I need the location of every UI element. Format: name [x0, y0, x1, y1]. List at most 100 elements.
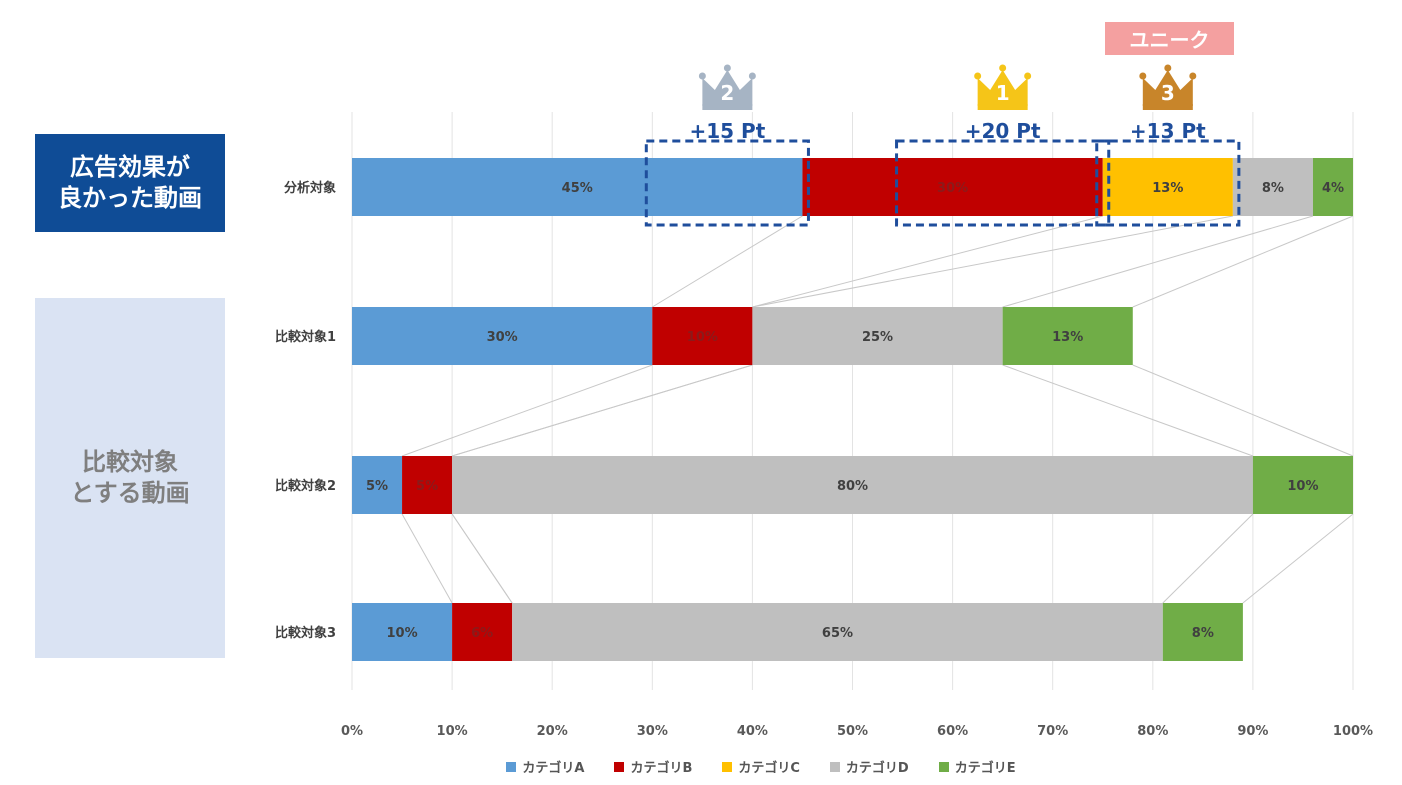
data-label: 30% [487, 330, 518, 345]
x-tick-label: 100% [1333, 724, 1373, 739]
bar-segment-b [452, 603, 513, 661]
data-label: 10% [1287, 479, 1318, 494]
bar-segment-e [1312, 158, 1353, 216]
bar-segment-e [1252, 456, 1353, 514]
connector-line [1162, 513, 1254, 604]
connector-line [1242, 513, 1354, 604]
crown-rank: 2 [720, 81, 734, 105]
connector-line [451, 513, 513, 604]
crown-icon [977, 70, 1028, 106]
row-label: 比較対象3 [275, 625, 336, 641]
highlight-label: +20 Pt [965, 119, 1041, 143]
connector-line [1002, 215, 1314, 308]
crown-rank: 1 [996, 81, 1010, 105]
legend-swatch [614, 761, 625, 772]
crown-icon [1142, 70, 1193, 106]
bar-segment-c [1102, 158, 1233, 216]
data-label: 8% [1192, 626, 1214, 641]
legend-item: カテゴリE [938, 757, 1016, 776]
row-label: 分析対象 [284, 180, 336, 196]
crown-jewel [999, 64, 1007, 72]
crown-jewel [1024, 72, 1032, 80]
good-video-label-line1: 広告効果が [70, 152, 190, 181]
connector-line [1132, 215, 1354, 308]
connector-line [652, 215, 803, 308]
legend-swatch [506, 761, 517, 772]
x-tick-label: 10% [437, 724, 468, 739]
bar-segment-d [512, 603, 1163, 661]
highlight-box [1095, 139, 1241, 227]
comparison-video-label-box: 比較対象 とする動画 [35, 298, 225, 658]
highlight-box [644, 139, 810, 227]
crown-jewel [974, 72, 982, 80]
legend-label: カテゴリB [630, 761, 693, 776]
data-label: 10% [386, 626, 417, 641]
good-video-label-box: 広告効果が 良かった動画 [35, 134, 225, 232]
highlight-label: +15 Pt [689, 119, 765, 143]
legend-item: カテゴリB [614, 757, 692, 776]
bar-segment-e [1162, 603, 1243, 661]
highlight-label: +13 Pt [1130, 119, 1206, 143]
x-tick-label: 90% [1237, 724, 1268, 739]
connector-line [1132, 364, 1354, 457]
crown-jewel [723, 64, 731, 72]
bar-segment-b [802, 158, 1103, 216]
bar-segment-a [352, 158, 803, 216]
bar-segment-a [352, 603, 453, 661]
comparison-video-label-line2: とする動画 [70, 479, 190, 507]
legend-swatch [829, 761, 840, 772]
legend-item: カテゴリA [506, 757, 584, 776]
data-label: 4% [1322, 181, 1344, 196]
bar-segment-b [652, 307, 753, 365]
comparison-video-label-line1: 比較対象 [82, 447, 178, 476]
connector-line [401, 364, 653, 457]
x-tick-label: 80% [1137, 724, 1168, 739]
connector-line [401, 513, 453, 604]
data-label: 45% [562, 181, 593, 196]
data-label: 13% [1152, 181, 1183, 196]
crown-jewel [1189, 72, 1197, 80]
good-video-label-line2: 良かった動画 [58, 184, 202, 212]
row-label: 比較対象2 [275, 478, 336, 494]
connector-line [752, 215, 1103, 308]
data-label: 80% [837, 479, 868, 494]
x-tick-label: 20% [537, 724, 568, 739]
connector-line [1002, 364, 1254, 457]
bar-segment-d [1232, 158, 1313, 216]
legend-label: カテゴリD [845, 761, 909, 776]
bar-segment-e [1002, 307, 1133, 365]
bar-segment-a [352, 456, 403, 514]
data-label: 30% [937, 181, 968, 196]
crown-base [977, 104, 1028, 110]
legend-item: カテゴリC [722, 757, 800, 776]
crown-jewel [1139, 72, 1147, 80]
data-label: 65% [822, 626, 853, 641]
data-label: 6% [471, 626, 493, 641]
crown-jewel [1164, 64, 1172, 72]
x-tick-label: 40% [737, 724, 768, 739]
legend-item: カテゴリD [829, 757, 909, 776]
data-label: 25% [862, 330, 893, 345]
crown-jewel [748, 72, 756, 80]
connector-line [752, 215, 1233, 308]
legend-swatch [938, 761, 949, 772]
chart-legend: カテゴリA カテゴリB カテゴリC カテゴリD カテゴリE [0, 757, 1402, 776]
data-label: 5% [416, 479, 438, 494]
unique-badge: ユニーク [1105, 22, 1234, 55]
legend-label: カテゴリE [954, 761, 1016, 776]
bar-segment-d [752, 307, 1003, 365]
legend-label: カテゴリC [738, 761, 800, 776]
x-tick-label: 0% [341, 724, 363, 739]
crown-jewel [698, 72, 706, 80]
legend-label: カテゴリA [522, 761, 585, 776]
x-tick-label: 50% [837, 724, 868, 739]
data-label: 13% [1052, 330, 1083, 345]
bar-segment-b [402, 456, 453, 514]
highlight-box [895, 139, 1111, 227]
x-tick-label: 70% [1037, 724, 1068, 739]
crown-base [702, 104, 753, 110]
bar-segment-a [352, 307, 653, 365]
data-label: 10% [687, 330, 718, 345]
legend-swatch [722, 761, 733, 772]
